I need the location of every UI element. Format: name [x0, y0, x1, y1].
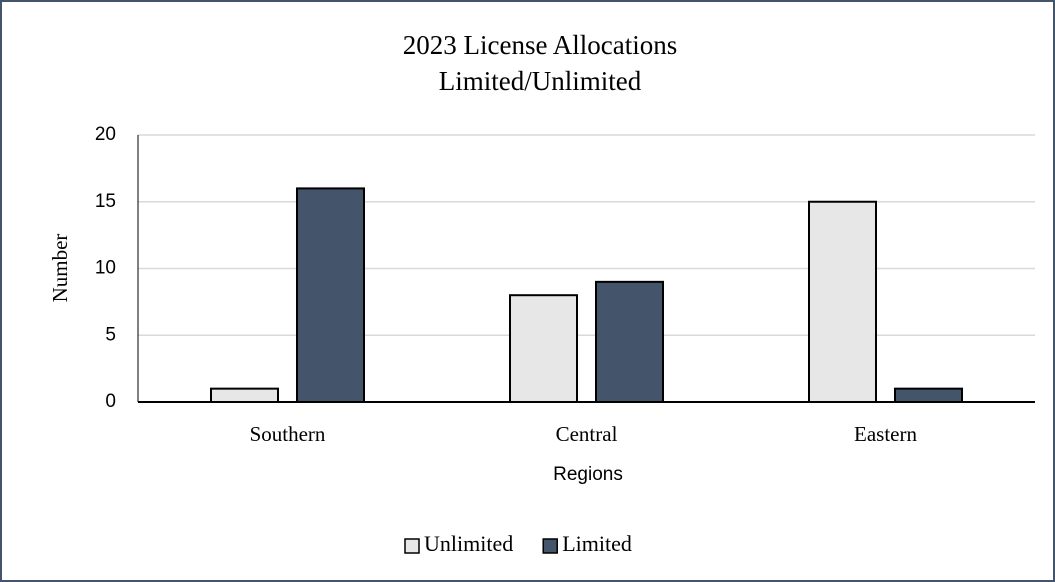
x-tick-label: Central	[556, 422, 618, 446]
y-axis-label: Number	[48, 234, 72, 303]
y-tick-label: 5	[105, 324, 116, 345]
y-tick-label: 20	[95, 124, 116, 145]
legend-label: Unlimited	[424, 531, 513, 556]
x-tick-label: Eastern	[854, 422, 917, 446]
bar	[296, 187, 365, 403]
bar	[595, 280, 664, 404]
chart-title: 2023 License Allocations	[403, 30, 677, 60]
y-tick-label: 0	[105, 391, 116, 412]
y-tick-label: 15	[95, 191, 116, 212]
legend-swatch	[542, 538, 558, 554]
bar	[808, 200, 877, 403]
bar	[210, 387, 279, 403]
legend-label: Limited	[562, 531, 632, 556]
x-tick-label: Southern	[250, 422, 326, 446]
bar	[509, 294, 578, 404]
legend-swatch	[404, 538, 420, 554]
x-axis-label: Regions	[553, 464, 623, 485]
chart-subtitle: Limited/Unlimited	[439, 66, 642, 96]
y-tick-label: 10	[95, 258, 116, 279]
bar	[894, 387, 963, 403]
